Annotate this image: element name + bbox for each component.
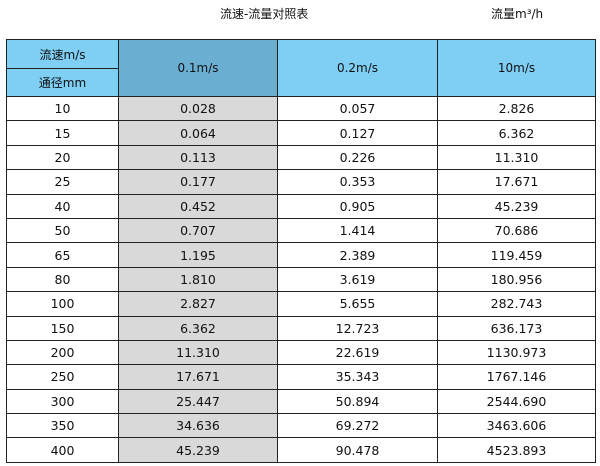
column-header: 0.1m/s: [118, 39, 278, 97]
flow-table: 流速m/s 0.1m/s 0.2m/s 10m/s 通径mm 10 0.028 0.…: [6, 39, 596, 463]
flow-cell: 0.707: [118, 217, 278, 244]
table-row: 200 11.310 22.619 1130.973: [6, 339, 596, 366]
flow-cell: 2.827: [118, 291, 278, 317]
diameter-cell: 200: [6, 339, 119, 366]
flow-cell: 0.028: [118, 95, 278, 122]
flow-cell: 282.743: [437, 291, 596, 317]
flow-cell: 0.127: [277, 120, 438, 146]
header-row: 流速m/s 0.1m/s 0.2m/s 10m/s: [6, 39, 596, 97]
table-row: 150 6.362 12.723 636.173: [6, 315, 596, 341]
flow-cell: 2.826: [437, 95, 596, 122]
flow-cell: 4523.893: [437, 437, 596, 463]
column-header: 10m/s: [437, 39, 596, 97]
flow-cell: 35.343: [277, 364, 438, 390]
flow-cell: 0.353: [277, 169, 438, 195]
diameter-cell: 150: [6, 315, 119, 341]
table-row: 65 1.195 2.389 119.459: [6, 242, 596, 268]
diameter-cell: 250: [6, 364, 119, 390]
diameter-cell: 10: [6, 95, 119, 122]
flow-cell: 1.414: [277, 217, 438, 244]
table-row: 80 1.810 3.619 180.956: [6, 266, 596, 293]
table-row: 10 0.028 0.057 2.826: [6, 95, 596, 122]
flow-cell: 180.956: [437, 266, 596, 293]
table-row: 350 34.636 69.272 3463.606: [6, 413, 596, 439]
flow-cell: 45.239: [437, 193, 596, 219]
flow-cell: 636.173: [437, 315, 596, 341]
flow-cell: 1.195: [118, 242, 278, 268]
table-title: 流速-流量对照表: [220, 7, 309, 21]
velocity-label: 流速m/s: [6, 39, 119, 69]
flow-cell: 0.452: [118, 193, 278, 219]
unit-label: 流量m³/h: [491, 7, 544, 21]
table-row: 100 2.827 5.655 282.743: [6, 291, 596, 317]
flow-cell: 34.636: [118, 413, 278, 439]
flow-cell: 5.655: [277, 291, 438, 317]
diameter-cell: 25: [6, 169, 119, 195]
flow-cell: 70.686: [437, 217, 596, 244]
flow-cell: 2544.690: [437, 388, 596, 415]
flow-cell: 0.113: [118, 144, 278, 171]
table-row: 400 45.239 90.478 4523.893: [6, 437, 596, 463]
table-row: 40 0.452 0.905 45.239: [6, 193, 596, 219]
flow-cell: 3463.606: [437, 413, 596, 439]
diameter-cell: 400: [6, 437, 119, 463]
flow-cell: 2.389: [277, 242, 438, 268]
table-row: 250 17.671 35.343 1767.146: [6, 364, 596, 390]
flow-cell: 1767.146: [437, 364, 596, 390]
diameter-cell: 50: [6, 217, 119, 244]
column-header: 0.2m/s: [277, 39, 438, 97]
flow-cell: 6.362: [437, 120, 596, 146]
diameter-cell: 80: [6, 266, 119, 293]
flow-cell: 45.239: [118, 437, 278, 463]
flow-cell: 1130.973: [437, 339, 596, 366]
flow-cell: 12.723: [277, 315, 438, 341]
flow-cell: 25.447: [118, 388, 278, 415]
flow-cell: 22.619: [277, 339, 438, 366]
diameter-cell: 40: [6, 193, 119, 219]
flow-cell: 0.177: [118, 169, 278, 195]
diameter-cell: 100: [6, 291, 119, 317]
flow-cell: 119.459: [437, 242, 596, 268]
diameter-label: 通径mm: [6, 68, 119, 97]
flow-cell: 17.671: [118, 364, 278, 390]
diameter-cell: 65: [6, 242, 119, 268]
flow-cell: 3.619: [277, 266, 438, 293]
flow-cell: 11.310: [437, 144, 596, 171]
flow-cell: 0.226: [277, 144, 438, 171]
flow-cell: 6.362: [118, 315, 278, 341]
flow-cell: 0.057: [277, 95, 438, 122]
flow-cell: 0.905: [277, 193, 438, 219]
flow-cell: 11.310: [118, 339, 278, 366]
diameter-cell: 20: [6, 144, 119, 171]
flow-cell: 0.064: [118, 120, 278, 146]
diameter-cell: 15: [6, 120, 119, 146]
flow-cell: 1.810: [118, 266, 278, 293]
table-row: 20 0.113 0.226 11.310: [6, 144, 596, 171]
diameter-cell: 350: [6, 413, 119, 439]
flow-cell: 17.671: [437, 169, 596, 195]
table-row: 25 0.177 0.353 17.671: [6, 169, 596, 195]
table-row: 15 0.064 0.127 6.362: [6, 120, 596, 146]
flow-cell: 69.272: [277, 413, 438, 439]
table-row: 300 25.447 50.894 2544.690: [6, 388, 596, 415]
flow-cell: 90.478: [277, 437, 438, 463]
flow-cell: 50.894: [277, 388, 438, 415]
diameter-cell: 300: [6, 388, 119, 415]
table-row: 50 0.707 1.414 70.686: [6, 217, 596, 244]
